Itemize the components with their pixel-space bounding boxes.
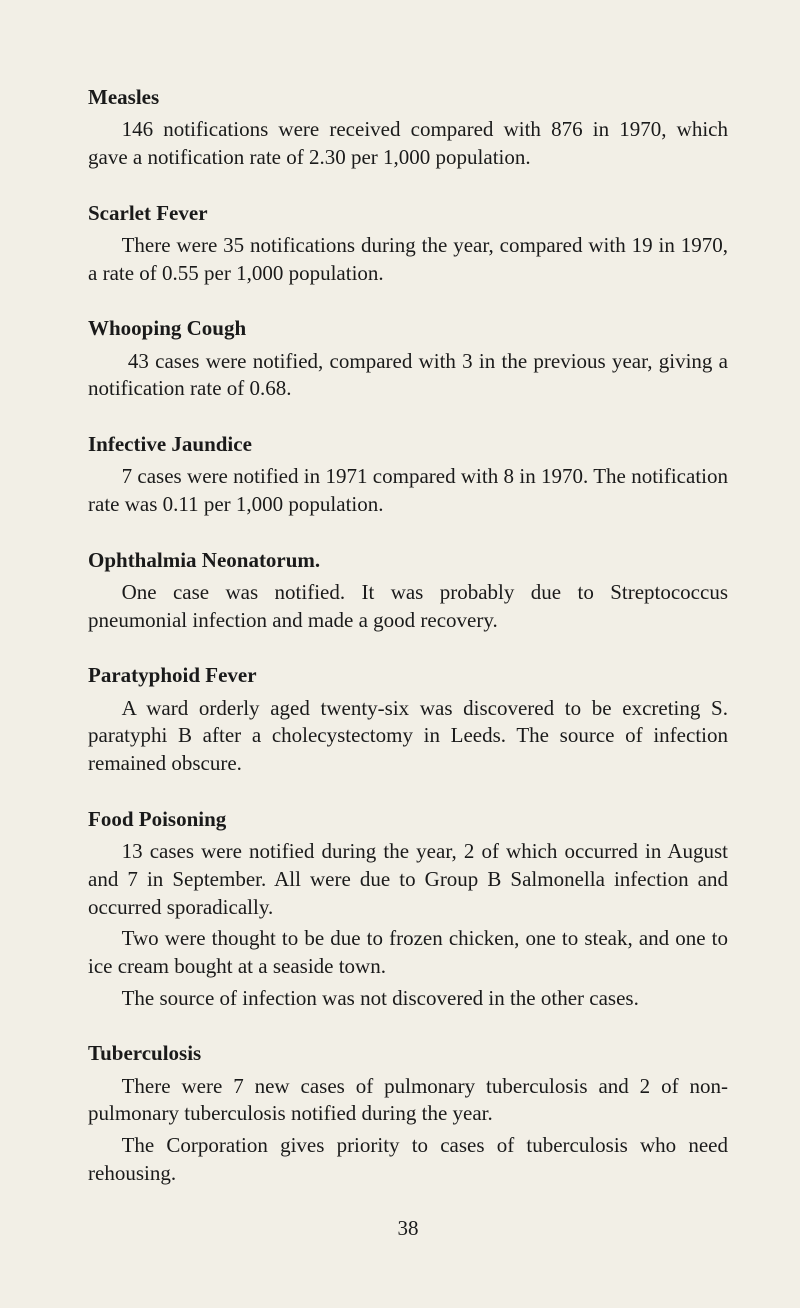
heading-ophthalmia: Ophthalmia Neonatorum.	[88, 547, 728, 573]
heading-tuberculosis: Tuberculosis	[88, 1040, 728, 1066]
heading-scarlet-fever: Scarlet Fever	[88, 200, 728, 226]
section-tuberculosis: Tuberculosis There were 7 new cases of p…	[88, 1040, 728, 1187]
section-ophthalmia: Ophthalmia Neonatorum. One case was noti…	[88, 547, 728, 635]
heading-paratyphoid: Paratyphoid Fever	[88, 662, 728, 688]
heading-whooping-cough: Whooping Cough	[88, 315, 728, 341]
section-infective-jaundice: Infective Jaundice 7 cases were notified…	[88, 431, 728, 519]
para-whooping-cough-0: 43 cases were notified, compared with 3 …	[88, 348, 728, 403]
heading-food-poisoning: Food Poisoning	[88, 806, 728, 832]
para-tuberculosis-1: The Corporation gives priority to cases …	[88, 1132, 728, 1187]
section-food-poisoning: Food Poisoning 13 cases were notified du…	[88, 806, 728, 1013]
para-food-poisoning-1: Two were thought to be due to frozen chi…	[88, 925, 728, 980]
para-paratyphoid-0: A ward orderly aged twenty-six was disco…	[88, 695, 728, 778]
page-number: 38	[88, 1216, 728, 1241]
heading-infective-jaundice: Infective Jaundice	[88, 431, 728, 457]
section-scarlet-fever: Scarlet Fever There were 35 notification…	[88, 200, 728, 288]
para-food-poisoning-0: 13 cases were notified during the year, …	[88, 838, 728, 921]
para-food-poisoning-2: The source of infection was not discover…	[88, 985, 728, 1013]
section-whooping-cough: Whooping Cough 43 cases were notified, c…	[88, 315, 728, 403]
para-scarlet-fever-0: There were 35 notifications during the y…	[88, 232, 728, 287]
section-paratyphoid: Paratyphoid Fever A ward orderly aged tw…	[88, 662, 728, 777]
heading-measles: Measles	[88, 84, 728, 110]
para-measles-0: 146 notifications were received compared…	[88, 116, 728, 171]
para-tuberculosis-0: There were 7 new cases of pulmonary tube…	[88, 1073, 728, 1128]
para-ophthalmia-0: One case was notified. It was probably d…	[88, 579, 728, 634]
section-measles: Measles 146 notifications were received …	[88, 84, 728, 172]
para-infective-jaundice-0: 7 cases were notified in 1971 compared w…	[88, 463, 728, 518]
page: Measles 146 notifications were received …	[0, 0, 800, 1281]
